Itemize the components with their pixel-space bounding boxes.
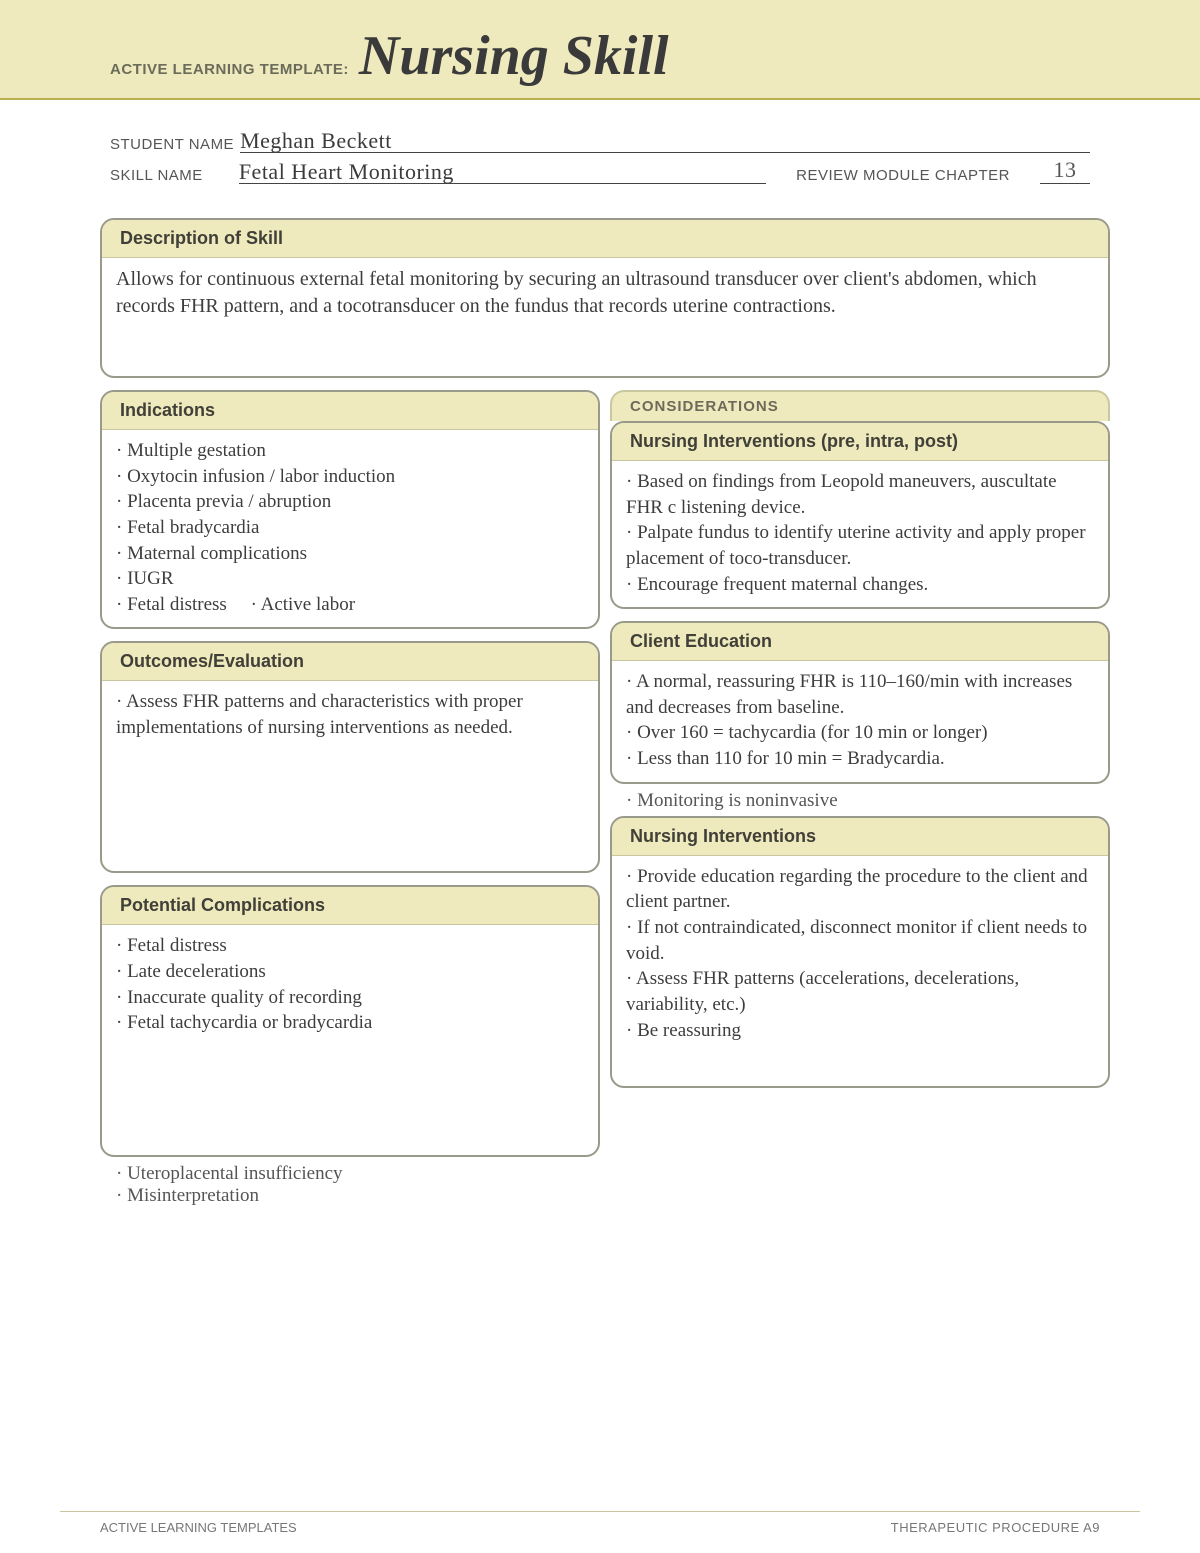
page: ACTIVE LEARNING TEMPLATE: Nursing Skill … (0, 0, 1200, 1553)
potential-overflow: · Uteroplacental insufficiency · Misinte… (100, 1163, 600, 1207)
content: Description of Skill Allows for continuo… (0, 198, 1200, 1211)
indications-box: Indications · Multiple gestation · Oxyto… (100, 390, 600, 629)
outcomes-header: Outcomes/Evaluation (102, 643, 598, 681)
client-education-body: · A normal, reassuring FHR is 110–160/mi… (612, 661, 1108, 782)
potential-box: Potential Complications · Fetal distress… (100, 885, 600, 1157)
client-overflow: · Monitoring is noninvasive (610, 790, 1110, 812)
nursing-interventions-box: Nursing Interventions · Provide educatio… (610, 816, 1110, 1088)
outcomes-body: · Assess FHR patterns and characteristic… (102, 681, 598, 871)
potential-body: · Fetal distress · Late decelerations · … (102, 925, 598, 1155)
interventions-pre-body: · Based on findings from Leopold maneuve… (612, 461, 1108, 607)
footer-right: THERAPEUTIC PROCEDURE A9 (891, 1520, 1100, 1535)
outcomes-box: Outcomes/Evaluation · Assess FHR pattern… (100, 641, 600, 873)
nursing-interventions-body: · Provide education regarding the proced… (612, 856, 1108, 1086)
footer-left: ACTIVE LEARNING TEMPLATES (100, 1520, 297, 1535)
skill-value: Fetal Heart Monitoring (239, 161, 766, 184)
header-title: Nursing Skill (359, 24, 669, 88)
footer: ACTIVE LEARNING TEMPLATES THERAPEUTIC PR… (60, 1511, 1140, 1535)
chapter-label: REVIEW MODULE CHAPTER (796, 167, 1010, 184)
potential-header: Potential Complications (102, 887, 598, 925)
description-header: Description of Skill (102, 220, 1108, 258)
indications-header: Indications (102, 392, 598, 430)
indications-body: · Multiple gestation · Oxytocin infusion… (102, 430, 598, 627)
nursing-interventions-header: Nursing Interventions (612, 818, 1108, 856)
header-banner: ACTIVE LEARNING TEMPLATE: Nursing Skill (0, 0, 1200, 100)
interventions-pre-header: Nursing Interventions (pre, intra, post) (612, 423, 1108, 461)
meta-block: STUDENT NAME Meghan Beckett SKILL NAME F… (0, 100, 1200, 198)
student-label: STUDENT NAME (110, 136, 234, 153)
two-column-layout: Indications · Multiple gestation · Oxyto… (100, 390, 1110, 1211)
right-column: CONSIDERATIONS Nursing Interventions (pr… (610, 390, 1110, 1211)
description-body: Allows for continuous external fetal mon… (102, 258, 1108, 330)
student-value: Meghan Beckett (240, 130, 1090, 153)
description-box: Description of Skill Allows for continuo… (100, 218, 1110, 378)
left-column: Indications · Multiple gestation · Oxyto… (100, 390, 600, 1211)
considerations-label: CONSIDERATIONS (610, 390, 1110, 421)
header-prefix: ACTIVE LEARNING TEMPLATE: (110, 61, 349, 78)
client-education-box: Client Education · A normal, reassuring … (610, 621, 1110, 784)
skill-label: SKILL NAME (110, 167, 203, 184)
student-row: STUDENT NAME Meghan Beckett (110, 130, 1090, 153)
skill-row: SKILL NAME Fetal Heart Monitoring REVIEW… (110, 157, 1090, 184)
interventions-pre-box: Nursing Interventions (pre, intra, post)… (610, 421, 1110, 609)
chapter-value: 13 (1040, 157, 1090, 184)
client-education-header: Client Education (612, 623, 1108, 661)
